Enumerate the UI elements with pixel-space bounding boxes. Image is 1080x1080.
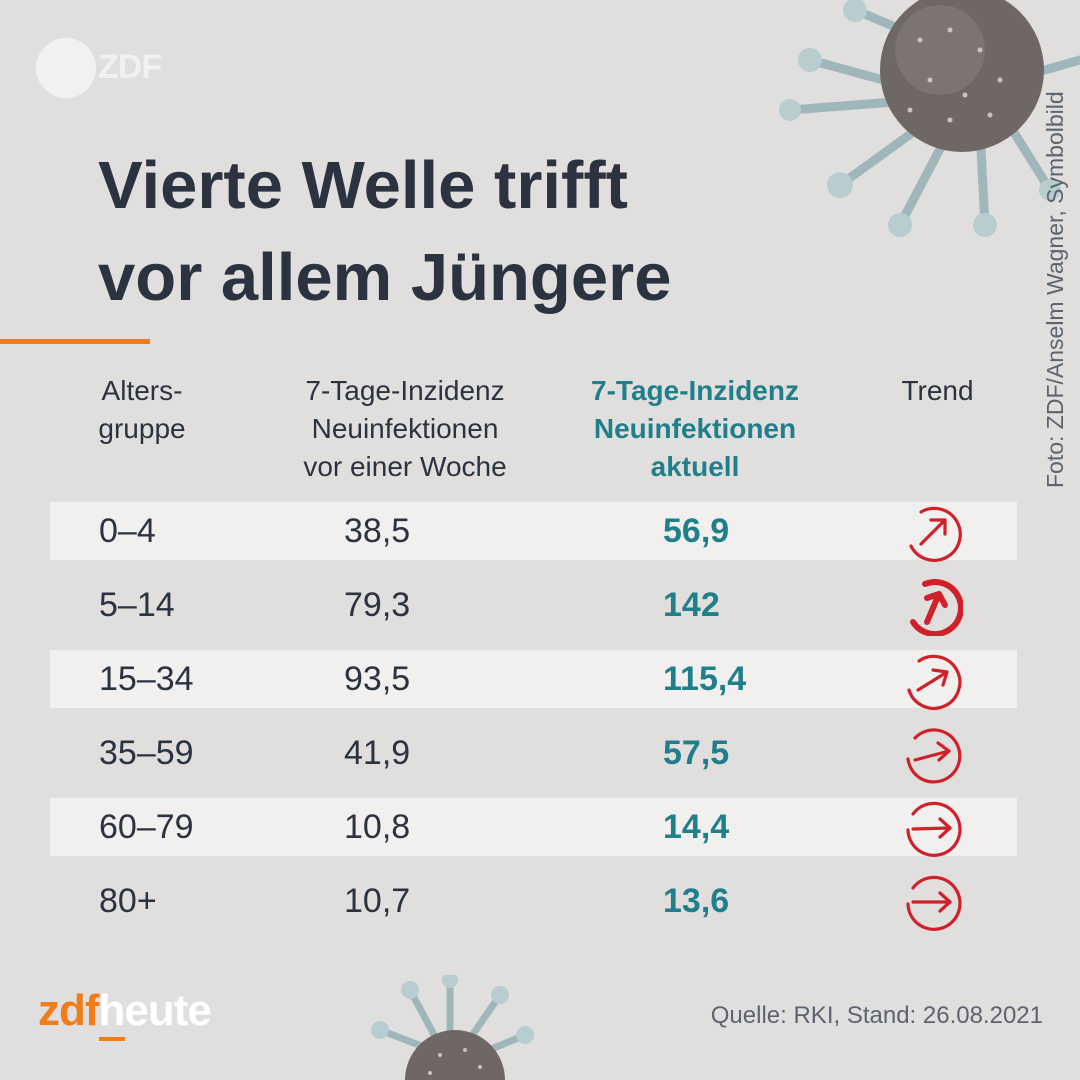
age-group-cell: 0–4 (99, 512, 156, 550)
photo-credit: Foto: ZDF/Anselm Wagner, Symbolbild (1042, 40, 1072, 490)
arrow-right-icon (903, 798, 963, 858)
current-incidence-cell: 56,9 (663, 512, 730, 550)
incidence-table: 0–4 38,5 56,9 5–14 79,3 142 15–34 93,5 1… (50, 500, 1017, 944)
table-row: 80+ 10,7 13,6 (50, 870, 1017, 944)
previous-incidence-cell: 10,8 (344, 808, 411, 846)
brand-heute: heute (98, 986, 212, 1035)
age-group-cell: 80+ (99, 882, 157, 920)
brand-zdf: zdf (38, 986, 100, 1035)
previous-incidence-cell: 41,9 (344, 734, 411, 772)
header-age-line-1: Alters- (101, 375, 183, 406)
zdf-logo: ZDF (36, 36, 162, 100)
current-incidence-cell: 14,4 (663, 808, 730, 846)
previous-incidence-cell: 79,3 (344, 586, 411, 624)
current-incidence-cell: 115,4 (663, 660, 747, 698)
age-group-cell: 60–79 (99, 808, 194, 846)
table-row: 0–4 38,5 56,9 (50, 500, 1017, 574)
header-prev-line-3: vor einer Woche (303, 451, 507, 482)
header-prev-line-2: Neuinfektionen (311, 413, 499, 444)
virus-illustration-bottom (371, 975, 534, 1080)
title-line-1: Vierte Welle trifft (98, 148, 628, 223)
current-incidence-cell: 142 (663, 586, 720, 624)
arrow-up-right-icon (903, 650, 963, 710)
header-age-line-2: gruppe (98, 413, 186, 444)
current-incidence-cell: 57,5 (663, 734, 730, 772)
header-cur-line-1: 7-Tage-Inzidenz (591, 375, 799, 406)
previous-incidence-cell: 10,7 (344, 882, 411, 920)
arrow-up-strong-icon (903, 576, 963, 636)
current-incidence-cell: 13,6 (663, 882, 730, 920)
logo-text: ZDF (98, 48, 162, 86)
age-group-cell: 5–14 (99, 586, 175, 624)
page-title: Vierte Welle trifft vor allem Jüngere (98, 140, 671, 324)
logo-circle (36, 38, 96, 98)
arrow-right-icon (903, 872, 963, 932)
zdfheute-brand: zdfheute (38, 986, 212, 1036)
source-note: Quelle: RKI, Stand: 26.08.2021 (710, 1002, 1043, 1029)
virus-illustration-top (779, 0, 1080, 237)
table-row: 35–59 41,9 57,5 (50, 722, 1017, 796)
previous-incidence-cell: 38,5 (344, 512, 411, 550)
header-cur-line-2: Neuinfektionen (593, 413, 797, 444)
arrow-up-right-icon (903, 502, 963, 562)
age-group-cell: 35–59 (99, 734, 194, 772)
header-age-group: Alters- gruppe (80, 372, 204, 448)
header-trend: Trend (880, 372, 995, 410)
table-row: 60–79 10,8 14,4 (50, 796, 1017, 870)
header-prev-line-1: 7-Tage-Inzidenz (305, 375, 505, 406)
previous-incidence-cell: 93,5 (344, 660, 411, 698)
accent-divider (0, 339, 150, 344)
title-line-2: vor allem Jüngere (98, 240, 672, 315)
arrow-right-up-icon (903, 724, 963, 784)
header-cur-line-3: aktuell (650, 451, 740, 482)
header-trend-label: Trend (901, 375, 974, 406)
photo-credit-text: Foto: ZDF/Anselm Wagner, Symbolbild (1042, 91, 1068, 488)
header-incidence-previous: 7-Tage-Inzidenz Neuinfektionen vor einer… (260, 372, 550, 486)
table-row: 5–14 79,3 142 (50, 574, 1017, 648)
table-row: 15–34 93,5 115,4 (50, 648, 1017, 722)
age-group-cell: 15–34 (99, 660, 194, 698)
header-incidence-current: 7-Tage-Inzidenz Neuinfektionen aktuell (555, 372, 835, 486)
